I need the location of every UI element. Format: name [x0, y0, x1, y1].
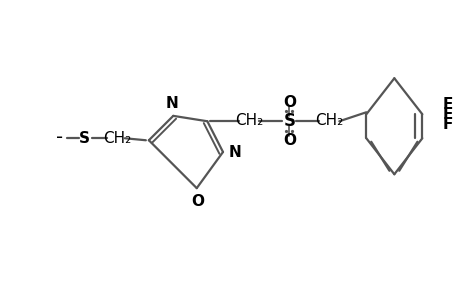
- Text: N: N: [166, 96, 178, 111]
- Text: CH₂: CH₂: [102, 131, 131, 146]
- Text: N: N: [229, 145, 241, 160]
- Text: O: O: [191, 194, 204, 209]
- Text: O: O: [282, 95, 295, 110]
- Text: S: S: [283, 112, 295, 130]
- Text: F: F: [442, 107, 452, 122]
- Text: -: -: [56, 128, 63, 147]
- Text: F: F: [442, 97, 452, 112]
- Text: CH₂: CH₂: [235, 113, 263, 128]
- Text: S: S: [79, 131, 90, 146]
- Text: F: F: [442, 117, 452, 132]
- Text: O: O: [282, 133, 295, 148]
- Text: CH₂: CH₂: [314, 113, 343, 128]
